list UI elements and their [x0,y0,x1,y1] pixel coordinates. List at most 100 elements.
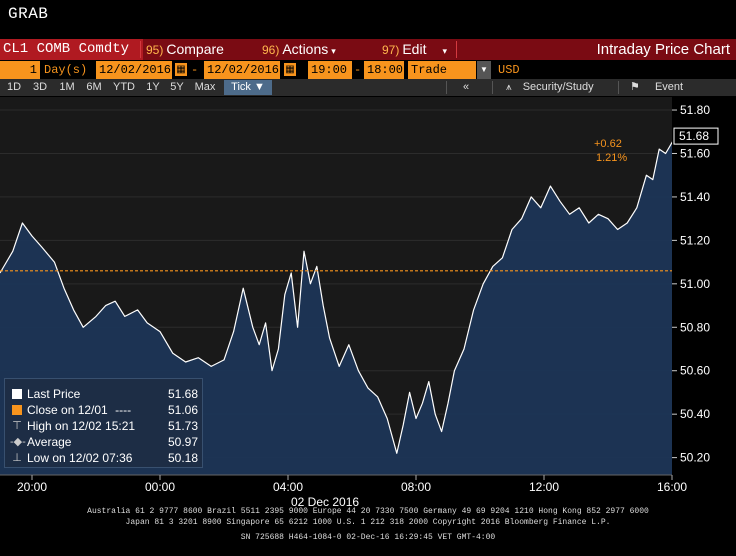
x-tick-label: 16:00 [657,480,687,494]
range-ytd-button[interactable]: YTD [113,81,135,93]
event-label: Event [654,81,684,93]
tick-label: Tick [231,81,251,93]
compare-hotkey: 95) [146,43,164,57]
low-marker-icon: ⊥ [12,452,22,464]
chart-legend[interactable]: Last Price 51.68 Close on 12/01 ---- 51.… [4,378,203,468]
start-time-field[interactable]: 19:00 [308,61,352,79]
last-price-tag [673,127,719,145]
compare-button[interactable]: 95) Compare [146,39,224,60]
end-date-field[interactable]: 12/02/2016 [204,61,280,79]
legend-value: 50.18 [167,451,198,465]
date-range-controls: 1 Day(s) 12/02/2016 ▦ - 12/02/2016 ▦ 19:… [0,61,736,79]
period-count-field[interactable]: 1 [0,61,40,79]
end-time-field[interactable]: 18:00 [364,61,404,79]
y-axis-panel [672,97,736,475]
actions-hotkey: 96) [262,43,280,57]
actions-menu[interactable]: 96) Actions ▾ [262,39,336,60]
range-1m-button[interactable]: 1M [59,81,75,93]
x-tick-label: 00:00 [145,480,175,494]
market-select[interactable]: Trade [408,61,476,79]
flag-icon: ⚑ [630,81,640,93]
x-tick-label: 12:00 [529,480,559,494]
high-marker-icon: ⊤ [12,420,22,432]
edit-label: Edit [402,41,427,57]
change-percent-label: 1.21% [596,152,627,164]
x-tick-label: 20:00 [17,480,47,494]
y-tick-label: 50.60 [680,364,710,378]
tick-frequency-dropdown[interactable]: Tick ▼ [224,80,272,95]
chart-title: Intraday Price Chart [596,41,730,58]
command-toolbar: CL1 COMB Comdty 95) Compare 96) Actions ▾ 9… [0,39,736,60]
range-1y-button[interactable]: 1Y [146,81,160,93]
legend-last-price: Last Price 51.68 [5,386,202,402]
footer-contacts-line: Australia 61 2 9777 8600 Brazil 5511 239… [87,507,649,516]
legend-value: 50.97 [167,435,198,449]
start-date-field[interactable]: 12/02/2016 [96,61,172,79]
y-tick-label: 50.80 [680,320,710,334]
range-1d-button[interactable]: 1D [6,81,22,93]
legend-average: -◆- Average 50.97 [5,434,202,450]
edit-hotkey: 97) [382,43,400,57]
chevron-down-icon: ▼ [253,81,265,93]
calendar-icon[interactable]: ▦ [284,63,296,76]
price-chart-canvas[interactable]: 51.80 51.60 51.40 51.20 51.00 50.80 50.60 50.40… [0,97,736,551]
y-tick-label: 51.80 [680,103,710,117]
security-study-button[interactable]: ⩚ Security/Study [506,80,594,95]
date-axis-label: 02 Dec 2016 [291,495,359,509]
footer-contacts-line: Japan 81 3 3201 8900 Singapore 65 6212 1… [125,518,611,527]
orange-swatch-icon [12,405,22,415]
range-selector: 1D 3D 1M 6M YTD 1Y 5Y Max Tick ▼ « ⩚ Sec… [0,79,736,96]
window-titlebar: GRAB [0,0,736,38]
y-tick-label: 50.40 [680,407,710,421]
legend-low: ⊥ Low on 12/02 07:36 50.18 [5,450,202,466]
last-price-tag-label: 51.68 [679,129,709,143]
study-icon: ⩚ [506,82,512,93]
legend-label: Average [27,435,72,449]
toolbar-divider [140,41,141,58]
x-tick-label: 08:00 [401,480,431,494]
legend-prev-close: Close on 12/01 ---- 51.06 [5,402,202,418]
range-6m-button[interactable]: 6M [86,81,102,93]
average-marker-icon: -◆- [10,436,26,448]
time-range-separator: - [354,63,362,77]
range-3d-button[interactable]: 3D [32,81,48,93]
range-max-button[interactable]: Max [194,81,216,93]
last-price-line [0,131,711,454]
legend-label: Low on 12/02 07:36 [27,451,133,465]
event-button[interactable]: ⚑ Event [630,80,683,95]
currency-label[interactable]: USD [498,63,520,77]
security-ticker[interactable]: CL1 COMB Comdty [0,39,143,60]
actions-dropdown-icon: ▾ [331,46,336,56]
edit-dropdown-icon: ▾ [442,46,447,56]
security-study-label: Security/Study [522,81,594,93]
tools-divider [492,81,493,94]
white-swatch-icon [12,389,22,399]
period-unit-label: Day(s) [44,63,88,77]
window-title: GRAB [8,5,49,23]
legend-value: 51.06 [167,403,198,417]
edit-menu[interactable]: 97) Edit ▾ [382,39,447,60]
legend-label: High on 12/02 15:21 [27,419,136,433]
y-tick-label: 51.60 [680,146,710,160]
legend-label: Close on 12/01 ---- [27,403,132,417]
compare-label: Compare [166,41,224,57]
footer-session-line: SN 725688 H464-1084-0 02-Dec-16 16:29:45… [240,533,496,542]
actions-label: Actions [282,41,329,57]
tools-divider [446,81,447,94]
legend-value: 51.73 [167,419,198,433]
y-tick-label: 50.20 [680,451,710,465]
collapse-panel-icon[interactable]: « [462,81,470,93]
calendar-icon[interactable]: ▦ [175,63,187,76]
change-absolute-label: +0.62 [594,138,622,150]
legend-value: 51.68 [167,387,198,401]
tools-divider [618,81,619,94]
bloomberg-footer: Australia 61 2 9777 8600 Brazil 5511 239… [0,507,736,551]
chevron-down-icon[interactable]: ▼ [477,61,491,79]
price-chart[interactable]: 51.80 51.60 51.40 51.20 51.00 50.80 50.60 50.40… [0,97,736,551]
date-range-separator: - [191,63,199,77]
range-5y-button[interactable]: 5Y [170,81,184,93]
y-tick-label: 51.20 [680,233,710,247]
y-tick-label: 51.00 [680,277,710,291]
legend-label: Last Price [27,387,81,401]
x-tick-label: 04:00 [273,480,303,494]
